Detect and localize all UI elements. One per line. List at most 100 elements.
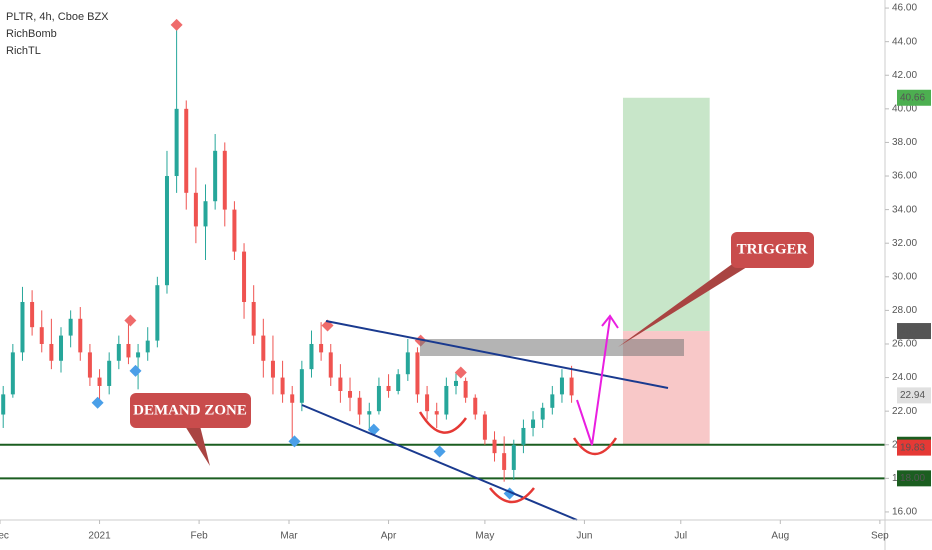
x-tick-label: Dec xyxy=(0,531,9,542)
candle-body xyxy=(376,385,381,412)
candle-body xyxy=(136,352,141,358)
candle-body xyxy=(68,318,73,336)
price-label: 26.77 xyxy=(900,326,925,337)
candle-body xyxy=(174,108,179,177)
price-label: 22.94 xyxy=(900,390,925,401)
price-label: 19.83 xyxy=(900,442,925,453)
candle-body xyxy=(540,407,545,420)
indicator-name: RichBomb xyxy=(6,28,57,40)
candle-body xyxy=(550,394,555,408)
candle-body xyxy=(251,301,256,336)
buy-marker xyxy=(433,445,446,458)
candle-body xyxy=(434,411,439,415)
buy-marker xyxy=(367,423,380,436)
background-layer xyxy=(622,97,710,445)
arc xyxy=(489,487,535,504)
candle-body xyxy=(184,108,189,193)
projection-arrow xyxy=(576,317,611,446)
candle-body xyxy=(20,301,25,353)
indicator-name: RichTL xyxy=(6,45,41,57)
y-tick-label: 22.00 xyxy=(892,406,917,417)
price-label: 18.00 xyxy=(900,473,925,484)
candle-body xyxy=(319,343,324,353)
drawings: TRIGGER DEMAND ZONE xyxy=(130,232,814,521)
candle-body xyxy=(213,150,218,202)
x-tick-label: Jul xyxy=(674,531,687,542)
callout-pointer xyxy=(185,426,210,466)
candle-body xyxy=(280,377,285,395)
candle-body xyxy=(193,192,198,227)
candle-body xyxy=(444,385,449,415)
buy-marker xyxy=(91,396,104,409)
candle-body xyxy=(299,369,304,403)
sell-marker xyxy=(454,366,467,379)
candle-body xyxy=(348,391,353,398)
candle-body xyxy=(78,318,83,353)
candle-body xyxy=(116,343,121,361)
price-label-box xyxy=(897,470,931,487)
sell-marker xyxy=(170,18,183,31)
x-tick-label: Aug xyxy=(771,531,789,542)
candle-body xyxy=(87,352,92,378)
price-label-box xyxy=(897,387,931,404)
candle-body xyxy=(1,394,6,415)
candle-body xyxy=(425,394,430,412)
y-tick-label: 44.00 xyxy=(892,36,917,47)
candle-body xyxy=(453,380,458,386)
channel-bottom xyxy=(301,404,578,521)
callout-box xyxy=(130,393,251,428)
callout-text: DEMAND ZONE xyxy=(133,402,247,418)
channel-top xyxy=(325,320,669,389)
y-tick-label: 32.00 xyxy=(892,238,917,249)
candle-body xyxy=(473,397,478,415)
candle-body xyxy=(405,352,410,375)
buy-marker xyxy=(129,364,142,377)
candle-body xyxy=(222,150,227,210)
candle-body xyxy=(521,427,526,445)
candle-body xyxy=(290,394,295,403)
candle-body xyxy=(328,352,333,378)
y-tick-label: 38.00 xyxy=(892,137,917,148)
candle-body xyxy=(155,285,160,341)
candle-body xyxy=(203,201,208,227)
price-label-box xyxy=(897,89,931,106)
candle-body xyxy=(531,419,536,428)
y-tick-label: 46.00 xyxy=(892,3,917,14)
candle-body xyxy=(242,251,247,302)
candle-body xyxy=(107,360,112,386)
candle-body xyxy=(232,209,237,252)
candle-body xyxy=(39,327,44,344)
candle-body xyxy=(261,335,266,361)
candle-body xyxy=(367,411,372,415)
y-tick-label: 42.00 xyxy=(892,70,917,81)
x-tick-label: Jun xyxy=(576,531,592,542)
y-tick-label: 34.00 xyxy=(892,204,917,215)
x-tick-label: Apr xyxy=(381,531,397,542)
y-tick-label: 30.00 xyxy=(892,271,917,282)
candle-body xyxy=(309,343,314,370)
axis-layer: 16.0018.0020.0022.0024.0026.0028.0030.00… xyxy=(0,3,931,542)
main-layer xyxy=(0,18,885,500)
candle-body xyxy=(396,374,401,392)
arc xyxy=(418,411,468,434)
candle-body xyxy=(97,377,102,386)
price-label-box xyxy=(897,439,931,456)
candle-body xyxy=(463,380,468,398)
candle-body xyxy=(502,453,507,470)
candle-body xyxy=(386,385,391,392)
candle-body xyxy=(164,176,169,286)
x-tick-label: 2021 xyxy=(88,531,111,542)
price-label-box xyxy=(897,323,931,340)
candle-body xyxy=(492,439,497,454)
y-tick-label: 24.00 xyxy=(892,372,917,383)
callout-box xyxy=(731,232,814,268)
candle-body xyxy=(415,352,420,395)
candle-body xyxy=(511,444,516,470)
candle-body xyxy=(569,377,574,396)
y-tick-label: 28.00 xyxy=(892,305,917,316)
x-tick-label: Feb xyxy=(190,531,208,542)
candle-body xyxy=(126,343,131,358)
price-label: 40.66 xyxy=(900,92,925,103)
